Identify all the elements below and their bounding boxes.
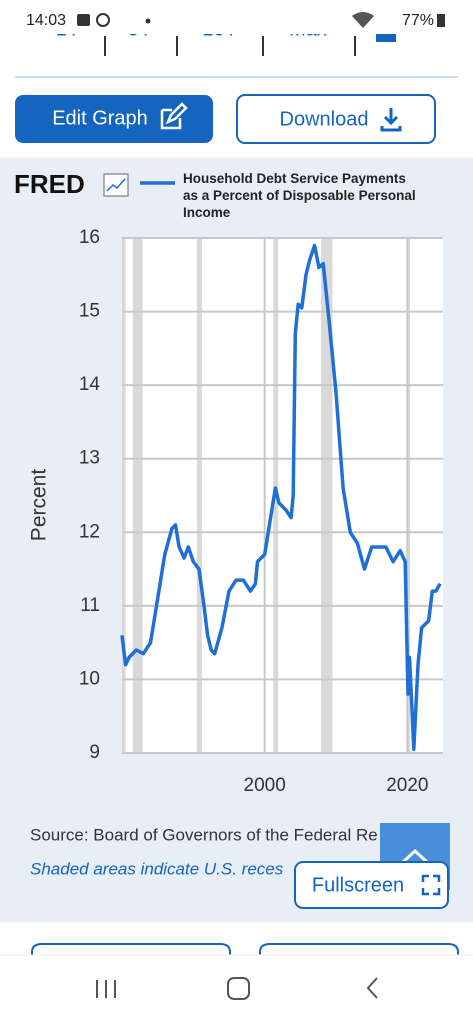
y-tick-label: 16 <box>79 227 100 248</box>
status-icon <box>145 18 151 24</box>
data-line <box>120 243 442 752</box>
y-tick-label: 12 <box>79 521 100 542</box>
x-tick-label: 2020 <box>386 775 428 796</box>
status-icon <box>96 13 110 27</box>
recession-shade <box>408 238 411 753</box>
status-time: 14:03 <box>26 12 66 29</box>
source-text: Source: Board of Governors of the Federa… <box>30 825 395 844</box>
tab-icon <box>376 32 396 42</box>
legend-text: Household Debt Service Payments as a Per… <box>183 171 416 220</box>
recession-note: Shaded areas indicate U.S. reces <box>30 859 284 878</box>
download-label[interactable]: Download <box>280 108 369 130</box>
y-tick-label: 13 <box>79 448 100 469</box>
recession-shade <box>132 238 143 753</box>
edit-graph-label[interactable]: Edit Graph <box>52 107 148 129</box>
y-axis-label: Percent <box>28 469 51 542</box>
download-icon <box>380 108 402 132</box>
logo-icon <box>103 173 129 197</box>
wifi-icon <box>352 12 374 28</box>
edit-graph-button[interactable] <box>15 95 213 143</box>
chevron-up <box>401 848 429 864</box>
fred-logo: FRED <box>14 169 85 199</box>
y-tick-label: 9 <box>89 742 100 763</box>
battery-icon <box>437 14 445 27</box>
status-icon <box>77 14 90 26</box>
y-tick-label: 15 <box>79 301 100 322</box>
recession-shade <box>122 238 126 753</box>
fullscreen-button[interactable] <box>294 861 449 909</box>
y-tick-label: 11 <box>80 595 100 616</box>
nav-bar <box>0 955 473 1024</box>
y-tick-label: 14 <box>79 374 101 395</box>
nav-home[interactable] <box>227 977 250 1000</box>
edit-icon <box>160 102 188 130</box>
y-tick-label: 10 <box>79 668 100 689</box>
nav-recents[interactable] <box>96 980 116 998</box>
fullscreen-label[interactable]: Fullscreen <box>312 874 404 896</box>
recession-shade <box>321 238 333 753</box>
partial-buttons <box>31 943 459 955</box>
nav-back[interactable] <box>366 977 378 999</box>
x-tick-label: 2000 <box>244 775 286 796</box>
logo-icon <box>106 178 126 192</box>
fullscreen-icon <box>421 874 441 896</box>
status-battery: 77% <box>402 12 434 29</box>
recession-shade <box>196 238 202 753</box>
plot-area <box>122 238 443 753</box>
